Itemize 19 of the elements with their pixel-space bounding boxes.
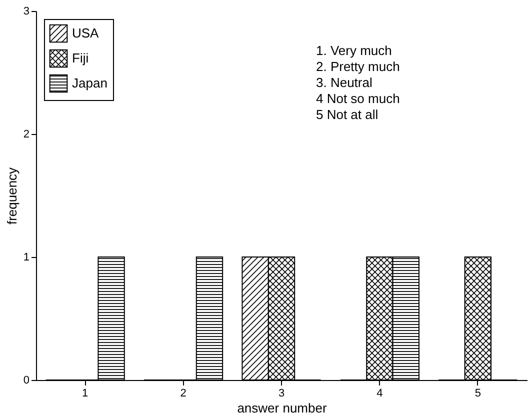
y-tick-label: 2 (23, 128, 30, 140)
x-axis-title: answer number (237, 400, 328, 416)
annotation: 5 Not at all (316, 107, 378, 122)
annotation: 3. Neutral (316, 75, 372, 90)
legend-label: Japan (72, 76, 108, 90)
y-tick-label: 3 (23, 6, 30, 18)
y-axis-title: frequency (4, 166, 20, 225)
annotation: 1. Very much (316, 43, 392, 58)
x-tick-label: 2 (180, 388, 186, 400)
legend-label: Fiji (72, 50, 89, 66)
legend-label: USA (72, 26, 100, 40)
y-tick-label: 1 (23, 252, 30, 264)
x-tick-label: 4 (376, 388, 383, 400)
annotation: 2. Pretty much (316, 59, 400, 74)
x-tick-label: 5 (474, 388, 481, 400)
x-tick-label: 3 (278, 388, 285, 400)
x-tick-label: 1 (82, 388, 88, 400)
annotation: 4 Not so much (316, 91, 400, 106)
y-tick-label: 0 (23, 374, 30, 386)
